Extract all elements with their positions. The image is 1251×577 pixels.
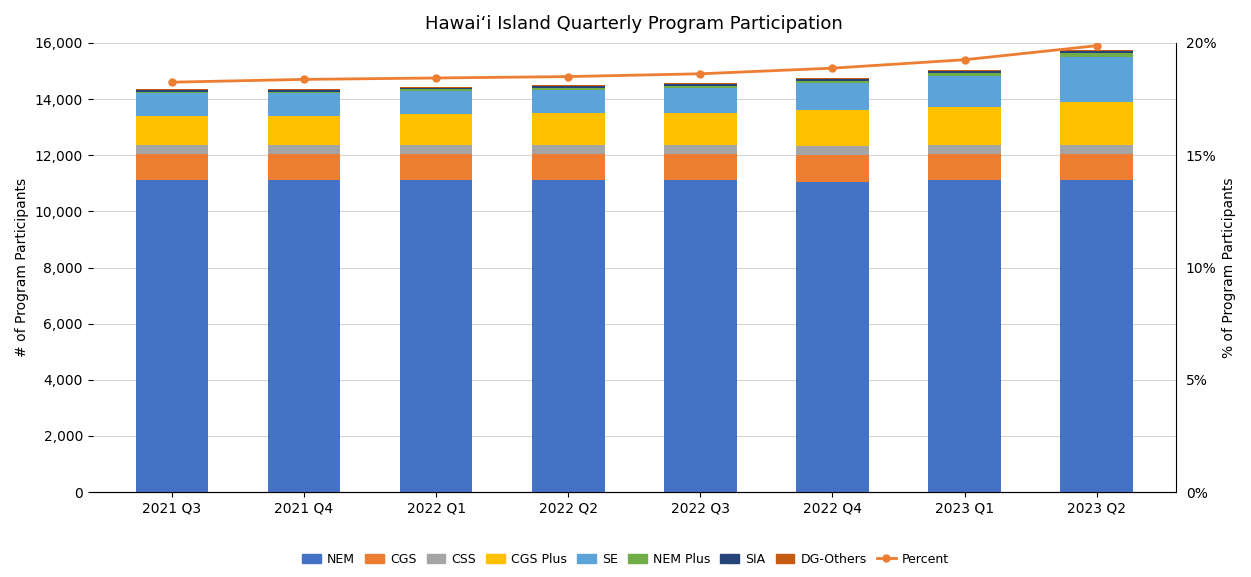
Bar (796, 155, 868, 182)
Bar (1061, 51, 1133, 53)
Bar (796, 110, 868, 147)
Bar (400, 92, 473, 114)
Bar (532, 181, 604, 492)
Bar (400, 153, 473, 181)
Bar (1061, 144, 1133, 153)
Bar (928, 107, 1001, 145)
Y-axis label: % of Program Participants: % of Program Participants (1222, 177, 1236, 358)
Bar (664, 181, 737, 492)
Percent (164, 78, 179, 85)
Bar (268, 92, 340, 93)
Bar (400, 87, 473, 88)
Bar (664, 85, 737, 88)
Bar (928, 153, 1001, 181)
Bar (268, 89, 340, 90)
Bar (928, 73, 1001, 76)
Bar (400, 145, 473, 153)
Bar (1061, 53, 1133, 58)
Bar (532, 90, 604, 113)
Bar (135, 116, 208, 145)
Bar (135, 181, 208, 492)
Bar (664, 88, 737, 113)
Bar (928, 71, 1001, 73)
Bar (532, 153, 604, 181)
Bar (135, 153, 208, 181)
Bar (928, 181, 1001, 492)
Percent (957, 57, 972, 63)
Bar (268, 145, 340, 153)
Bar (268, 90, 340, 92)
Bar (268, 93, 340, 116)
Bar (135, 92, 208, 93)
Percent (824, 65, 839, 72)
Bar (1061, 50, 1133, 51)
Bar (664, 84, 737, 85)
Line: Percent: Percent (169, 42, 1100, 85)
Bar (400, 89, 473, 92)
Bar (400, 114, 473, 145)
Bar (532, 88, 604, 90)
Bar (664, 83, 737, 84)
Bar (664, 113, 737, 145)
Bar (400, 88, 473, 89)
Bar (796, 78, 868, 79)
Legend: NEM, CGS, CSS, CGS Plus, SE, NEM Plus, SIA, DG-Others, Percent: NEM, CGS, CSS, CGS Plus, SE, NEM Plus, S… (296, 548, 955, 571)
Percent (296, 76, 311, 83)
Bar (400, 181, 473, 492)
Bar (1061, 181, 1133, 492)
Bar (135, 91, 208, 92)
Bar (135, 93, 208, 116)
Bar (268, 181, 340, 492)
Percent (429, 74, 444, 81)
Bar (135, 145, 208, 153)
Bar (664, 145, 737, 153)
Bar (1061, 102, 1133, 144)
Bar (928, 145, 1001, 153)
Bar (268, 153, 340, 181)
Bar (796, 182, 868, 492)
Bar (532, 87, 604, 88)
Percent (1090, 42, 1105, 49)
Percent (560, 73, 575, 80)
Bar (796, 147, 868, 155)
Bar (532, 113, 604, 145)
Bar (664, 153, 737, 181)
Bar (796, 79, 868, 81)
Y-axis label: # of Program Participants: # of Program Participants (15, 178, 29, 357)
Bar (1061, 58, 1133, 102)
Bar (796, 83, 868, 110)
Bar (135, 89, 208, 91)
Bar (268, 116, 340, 145)
Percent (693, 70, 708, 77)
Bar (928, 70, 1001, 71)
Bar (928, 76, 1001, 107)
Bar (532, 85, 604, 87)
Bar (532, 145, 604, 153)
Bar (796, 81, 868, 83)
Bar (1061, 153, 1133, 181)
Title: Hawaiʻi Island Quarterly Program Participation: Hawaiʻi Island Quarterly Program Partici… (425, 15, 843, 33)
